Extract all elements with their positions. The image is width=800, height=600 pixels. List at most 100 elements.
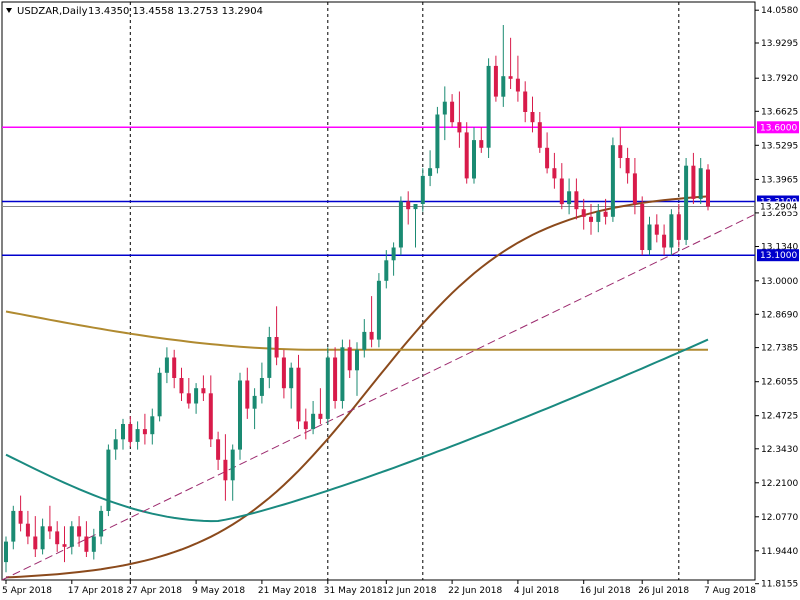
price-tick-label: 13.1340	[761, 243, 798, 253]
candle-body	[632, 173, 637, 205]
candle-body	[698, 168, 703, 199]
candle-body	[589, 216, 593, 222]
candle-body	[442, 101, 447, 115]
candle-body	[296, 367, 301, 422]
candle-body	[662, 234, 667, 248]
candle-body	[274, 337, 279, 358]
candle-body	[55, 531, 60, 545]
level-label-text: 13.6000	[760, 123, 797, 133]
candle-body	[450, 101, 455, 123]
candle-body	[545, 147, 550, 169]
candle-body	[230, 449, 235, 481]
price-tick-label: 12.2100	[761, 479, 798, 489]
time-tick-label: 12 Jun 2018	[382, 586, 436, 596]
candle-body	[25, 523, 30, 537]
candle-body	[128, 424, 133, 442]
candle-body	[325, 357, 330, 419]
price-tick-label: 13.3965	[761, 175, 798, 185]
price-tick-label: 13.5295	[761, 141, 798, 151]
price-tick-label: 13.6625	[761, 107, 798, 117]
candle-body	[384, 260, 389, 281]
candle-body	[508, 76, 513, 79]
candle-body	[581, 209, 586, 217]
candle-body	[479, 140, 484, 148]
dropdown-arrow-icon[interactable]	[6, 8, 12, 13]
time-tick-label: 26 Jul 2018	[638, 586, 689, 596]
candle-body	[172, 357, 177, 378]
price-tick-label: 12.3430	[761, 445, 798, 455]
price-axis: 14.0580 13.9295 13.7920 13.6625 13.5295 13.39…	[755, 6, 798, 590]
candle-body	[457, 122, 462, 133]
price-tick-label: 13.2655	[761, 209, 798, 219]
candle-body	[47, 526, 52, 532]
candle-body	[347, 347, 352, 371]
candle-body	[150, 416, 155, 435]
candle-body	[684, 165, 689, 240]
trendline-group[interactable]	[1, 213, 756, 581]
price-tick-label: 12.4725	[761, 412, 798, 422]
candle-body	[501, 76, 506, 97]
price-tick-label: 12.0770	[761, 513, 798, 523]
candle-body	[559, 178, 564, 205]
candle-body	[186, 393, 191, 404]
candle-body	[333, 357, 338, 401]
time-tick-label: 7 Aug 2018	[704, 586, 756, 596]
candle-body	[194, 388, 199, 404]
current-price-label: 13.2904	[760, 203, 797, 213]
candle-body	[99, 510, 104, 537]
candle-body	[77, 526, 82, 537]
candle-body	[398, 201, 403, 248]
candle-body	[552, 168, 557, 179]
time-tick-label: 27 Apr 2018	[126, 586, 182, 596]
symbol-label: USDZAR,Daily	[17, 6, 88, 17]
price-tick-label: 12.7385	[761, 344, 798, 354]
price-tick-label: 11.9440	[761, 547, 798, 557]
candle-body	[208, 393, 213, 440]
candle-body	[472, 140, 476, 179]
candle-body	[391, 247, 396, 261]
candle-body	[493, 65, 498, 97]
candle-body	[640, 204, 645, 250]
candle-body	[267, 337, 272, 378]
candle-body	[84, 536, 89, 552]
candle-body	[691, 165, 696, 199]
candle-body	[106, 449, 111, 511]
candle-body	[259, 378, 264, 396]
candle-body	[567, 191, 572, 205]
time-tick-label: 22 Jun 2018	[448, 586, 502, 596]
ohlc-readout: 13.4350 13.4558 13.2753 13.2904	[88, 6, 263, 17]
candle-body	[355, 349, 359, 371]
candle-body	[406, 201, 411, 210]
time-tick-label: 9 May 2018	[192, 586, 245, 596]
candle-body	[706, 169, 710, 207]
current-price-box	[757, 201, 799, 212]
candle-body	[245, 380, 250, 409]
time-tick-label: 31 May 2018	[324, 586, 383, 596]
candle-body	[311, 413, 316, 430]
plot-frame	[1, 1, 756, 581]
candle-body	[69, 526, 74, 547]
candle-body	[121, 424, 125, 440]
candle-body	[164, 357, 169, 373]
candle-body	[618, 145, 623, 158]
candle-body	[40, 526, 45, 550]
candle-body	[340, 347, 345, 401]
candle-body	[647, 224, 652, 251]
candle-body	[596, 211, 601, 222]
candle-body	[530, 112, 535, 123]
candle-body	[369, 331, 374, 340]
candle-body	[435, 114, 440, 169]
candle-body	[252, 395, 257, 409]
candle-body	[486, 65, 491, 148]
candle-body	[610, 145, 615, 217]
candle-body	[428, 168, 433, 176]
time-tick-label: 16 Jul 2018	[580, 586, 631, 596]
candle-body	[303, 421, 308, 430]
time-tick-label: 4 Jul 2018	[514, 586, 559, 596]
candle-body	[669, 214, 674, 248]
candle-body	[362, 331, 367, 350]
price-tick-label: 13.0000	[761, 277, 798, 287]
time-axis: 5 Apr 2018 17 Apr 2018 27 Apr 2018 9 May 20…	[2, 580, 756, 596]
